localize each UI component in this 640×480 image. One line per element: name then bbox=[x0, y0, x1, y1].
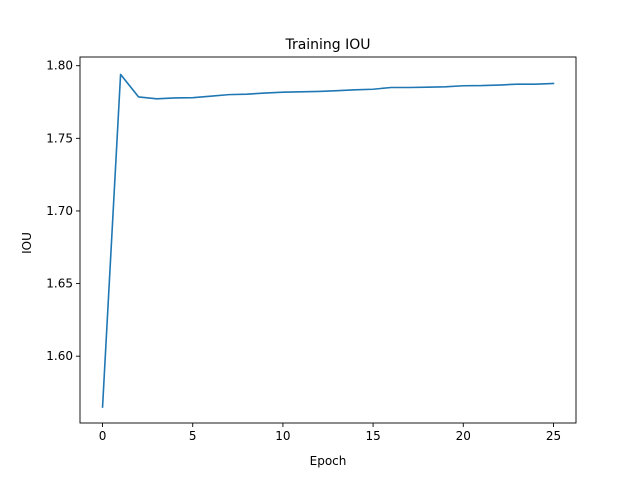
y-tick-label: 1.70 bbox=[46, 204, 73, 218]
x-tick-label: 10 bbox=[275, 429, 290, 443]
y-tick-label: 1.80 bbox=[46, 59, 73, 73]
plot-frame bbox=[79, 56, 577, 424]
x-tick-label: 25 bbox=[546, 429, 561, 443]
x-axis-label: Epoch bbox=[310, 454, 347, 468]
chart-title: Training IOU bbox=[284, 37, 370, 53]
plot-area: 0 5 10 15 20 25 1.60 1.65 1.70 1.75 1.80 bbox=[46, 56, 577, 443]
x-tick-label: 15 bbox=[365, 429, 380, 443]
x-tick-label: 20 bbox=[456, 429, 471, 443]
x-tick-label: 5 bbox=[189, 429, 197, 443]
x-tick-label: 0 bbox=[99, 429, 107, 443]
y-tick-label: 1.60 bbox=[46, 349, 73, 363]
series-line-0 bbox=[101, 73, 555, 408]
y-axis-label: IOU bbox=[20, 232, 34, 254]
y-tick-label: 1.75 bbox=[46, 131, 73, 145]
y-tick-label: 1.65 bbox=[46, 277, 73, 291]
